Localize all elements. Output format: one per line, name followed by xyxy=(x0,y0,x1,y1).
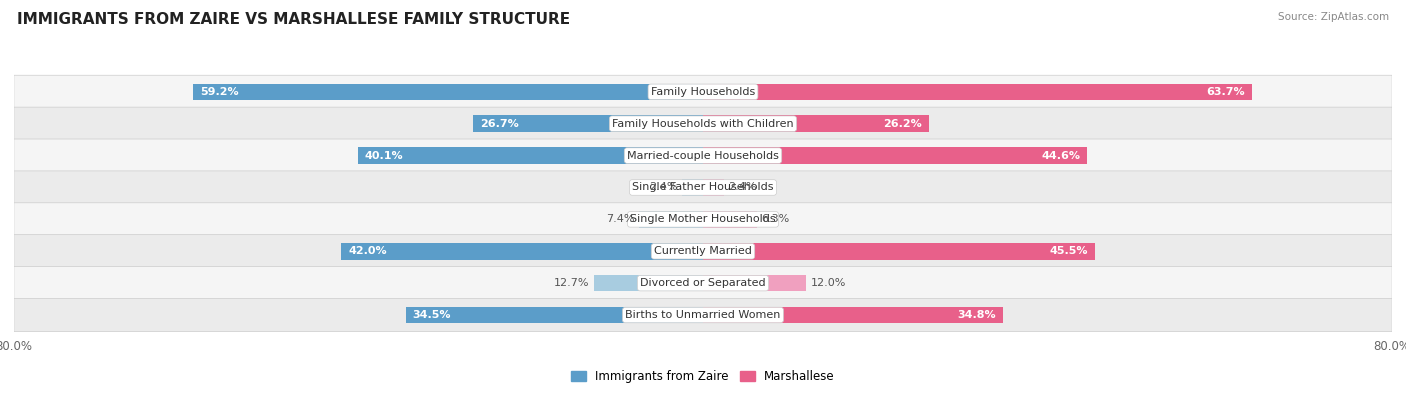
Bar xyxy=(703,147,1087,164)
Text: 44.6%: 44.6% xyxy=(1042,150,1080,161)
Text: 7.4%: 7.4% xyxy=(606,214,636,224)
FancyBboxPatch shape xyxy=(14,299,1392,332)
Bar xyxy=(703,307,1002,324)
Text: Births to Unmarried Women: Births to Unmarried Women xyxy=(626,310,780,320)
FancyBboxPatch shape xyxy=(14,267,1392,300)
Bar xyxy=(703,211,758,228)
Text: 26.7%: 26.7% xyxy=(479,119,519,129)
Text: 59.2%: 59.2% xyxy=(200,87,239,97)
Text: 2.4%: 2.4% xyxy=(728,182,756,192)
Text: 34.8%: 34.8% xyxy=(957,310,995,320)
FancyBboxPatch shape xyxy=(14,171,1392,204)
Bar xyxy=(640,211,703,228)
FancyBboxPatch shape xyxy=(14,75,1392,108)
Text: Single Mother Households: Single Mother Households xyxy=(630,214,776,224)
Text: 40.1%: 40.1% xyxy=(364,150,404,161)
Text: 26.2%: 26.2% xyxy=(883,119,922,129)
Text: Married-couple Households: Married-couple Households xyxy=(627,150,779,161)
Text: Currently Married: Currently Married xyxy=(654,246,752,256)
Text: Family Households: Family Households xyxy=(651,87,755,97)
Text: 42.0%: 42.0% xyxy=(349,246,387,256)
Text: 2.4%: 2.4% xyxy=(650,182,678,192)
Text: 63.7%: 63.7% xyxy=(1206,87,1244,97)
Bar xyxy=(406,307,703,324)
Bar xyxy=(703,179,724,196)
Text: 45.5%: 45.5% xyxy=(1049,246,1088,256)
Bar xyxy=(703,243,1095,260)
Bar xyxy=(703,115,928,132)
Text: IMMIGRANTS FROM ZAIRE VS MARSHALLESE FAMILY STRUCTURE: IMMIGRANTS FROM ZAIRE VS MARSHALLESE FAM… xyxy=(17,12,569,27)
Text: 12.7%: 12.7% xyxy=(554,278,589,288)
Bar xyxy=(342,243,703,260)
Text: Divorced or Separated: Divorced or Separated xyxy=(640,278,766,288)
Bar xyxy=(472,115,703,132)
Bar xyxy=(593,275,703,292)
Legend: Immigrants from Zaire, Marshallese: Immigrants from Zaire, Marshallese xyxy=(567,366,839,388)
Bar xyxy=(357,147,703,164)
FancyBboxPatch shape xyxy=(14,235,1392,268)
Bar xyxy=(682,179,703,196)
Text: 12.0%: 12.0% xyxy=(811,278,846,288)
FancyBboxPatch shape xyxy=(14,107,1392,140)
Bar xyxy=(703,275,807,292)
Text: Source: ZipAtlas.com: Source: ZipAtlas.com xyxy=(1278,12,1389,22)
Text: 6.3%: 6.3% xyxy=(762,214,790,224)
Bar xyxy=(193,83,703,100)
FancyBboxPatch shape xyxy=(14,203,1392,236)
Text: Single Father Households: Single Father Households xyxy=(633,182,773,192)
Bar xyxy=(703,83,1251,100)
Text: Family Households with Children: Family Households with Children xyxy=(612,119,794,129)
Text: 34.5%: 34.5% xyxy=(413,310,451,320)
FancyBboxPatch shape xyxy=(14,139,1392,172)
